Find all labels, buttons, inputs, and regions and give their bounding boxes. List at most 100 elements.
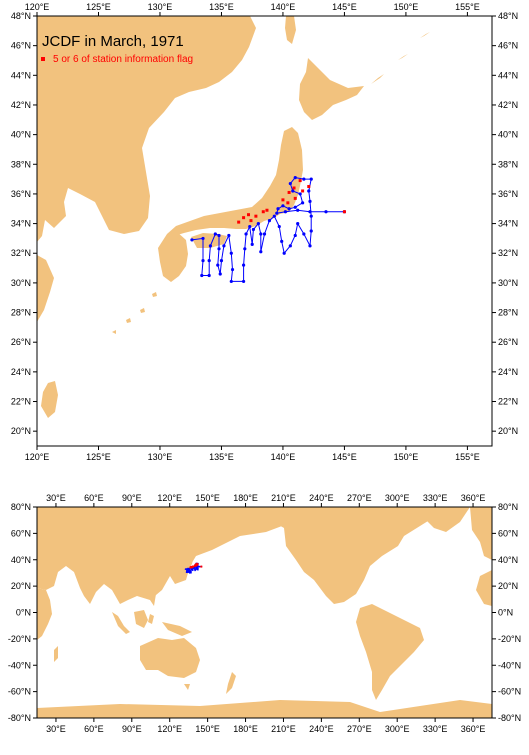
- lon-tick-label: 125°E: [86, 452, 111, 462]
- lon-tick-label: 120°E: [25, 2, 50, 12]
- lat-tick-label: 36°N: [498, 189, 518, 199]
- station-point: [280, 239, 284, 243]
- flagged-station: [281, 198, 285, 202]
- global-axis-ticks: 30°E 30°E 60°E 60°E 90°E 90°E 120°E 120°E 150°E 1…: [8, 493, 521, 734]
- lat-tick-label: 0°N: [498, 608, 513, 618]
- lon-tick-label: 120°E: [157, 493, 182, 503]
- lon-tick-label: 360°E: [461, 493, 486, 503]
- antarctica-land: [37, 700, 492, 718]
- global-flagged-stations: [189, 562, 203, 569]
- global-land: [37, 507, 492, 718]
- philippines-land: [150, 590, 156, 606]
- south-america-land: [356, 604, 424, 700]
- station-point: [190, 571, 192, 574]
- lon-tick-label: 90°E: [122, 724, 142, 734]
- lat-tick-label: 48°N: [11, 11, 31, 21]
- station-point: [277, 224, 281, 229]
- lon-tick-label: 30°E: [46, 724, 66, 734]
- lat-tick-label: 48°N: [498, 11, 518, 21]
- lat-tick-label: 38°N: [498, 159, 518, 169]
- station-point: [250, 242, 254, 246]
- station-point: [298, 192, 302, 196]
- lon-tick-label: 360°E: [461, 724, 486, 734]
- station-point: [196, 567, 199, 570]
- lat-tick-label: 32°N: [11, 248, 31, 258]
- global-map: 30°E 30°E 60°E 60°E 90°E 90°E 120°E 120°E 150°E 1…: [8, 493, 521, 734]
- lat-tick-label: 46°N: [498, 41, 518, 51]
- lat-tick-label: 40°N: [498, 130, 518, 140]
- shikoku-land: [191, 233, 227, 248]
- lat-tick-label: 24°N: [498, 367, 518, 377]
- station-point: [288, 181, 292, 186]
- lon-tick-label: 210°E: [271, 493, 296, 503]
- station-point: [248, 224, 252, 229]
- kyushu-land: [158, 231, 188, 282]
- station-point: [296, 208, 300, 212]
- flagged-station: [242, 216, 246, 220]
- lat-tick-label: 34°N: [11, 219, 31, 229]
- lat-tick-label: -80°N: [498, 713, 521, 723]
- station-point: [188, 569, 191, 572]
- station-point: [190, 238, 194, 242]
- lon-tick-label: 300°E: [385, 493, 410, 503]
- lon-tick-label: 150°E: [394, 2, 419, 12]
- lon-tick-label: 240°E: [309, 493, 334, 503]
- flagged-station: [194, 564, 197, 567]
- station-point: [282, 251, 286, 255]
- lat-tick-label: 26°N: [11, 337, 31, 347]
- station-point: [309, 229, 313, 233]
- station-point: [288, 244, 292, 248]
- flagged-station: [286, 201, 290, 205]
- station-point: [241, 263, 246, 267]
- station-point: [308, 199, 312, 203]
- hokkaido-land: [299, 58, 364, 120]
- station-point: [296, 221, 300, 226]
- new-zealand-land: [226, 672, 236, 694]
- station-point: [276, 207, 280, 211]
- lat-tick-label: 40°N: [498, 555, 518, 565]
- lon-tick-label: 90°E: [122, 493, 142, 503]
- station-point: [227, 233, 231, 238]
- lat-tick-label: 0°N: [16, 608, 31, 618]
- lat-tick-label: 42°N: [11, 100, 31, 110]
- lat-tick-label: 30°N: [11, 278, 31, 288]
- lon-tick-label: 330°E: [423, 724, 448, 734]
- china-coast-land: [37, 255, 54, 322]
- station-point: [216, 263, 220, 267]
- station-point: [308, 244, 312, 248]
- lon-tick-label: 240°E: [309, 724, 334, 734]
- flagged-station: [287, 190, 291, 194]
- lat-tick-label: 60°N: [498, 528, 518, 538]
- lat-tick-label: 30°N: [498, 278, 518, 288]
- flagged-stations: [237, 179, 346, 224]
- station-point: [256, 221, 260, 226]
- lat-tick-label: 80°N: [498, 502, 518, 512]
- greenland-land: [412, 507, 470, 532]
- flagged-station: [237, 220, 241, 224]
- station-point: [287, 207, 291, 211]
- lat-tick-label: 22°N: [11, 397, 31, 407]
- lat-tick-label: 80°N: [11, 502, 31, 512]
- lon-tick-label: 180°E: [233, 493, 258, 503]
- flagged-station: [261, 210, 265, 214]
- station-point: [217, 233, 221, 238]
- lon-tick-label: 155°E: [455, 452, 480, 462]
- lat-tick-label: -40°N: [498, 660, 521, 670]
- station-point: [259, 232, 263, 236]
- station-point: [230, 267, 235, 272]
- lat-tick-label: 24°N: [11, 367, 31, 377]
- lon-tick-label: 270°E: [347, 724, 372, 734]
- japan-land: [180, 548, 194, 575]
- lat-tick-label: 28°N: [11, 308, 31, 318]
- lat-tick-label: 20°N: [11, 426, 31, 436]
- station-point: [201, 259, 205, 263]
- lon-tick-label: 60°E: [84, 493, 104, 503]
- station-point: [207, 259, 211, 263]
- lon-tick-label: 330°E: [423, 493, 448, 503]
- lon-tick-label: 125°E: [86, 2, 111, 12]
- lon-tick-label: 60°E: [84, 724, 104, 734]
- regional-map-frame: [36, 15, 493, 447]
- borneo-land: [134, 610, 148, 628]
- flagged-station: [247, 213, 251, 217]
